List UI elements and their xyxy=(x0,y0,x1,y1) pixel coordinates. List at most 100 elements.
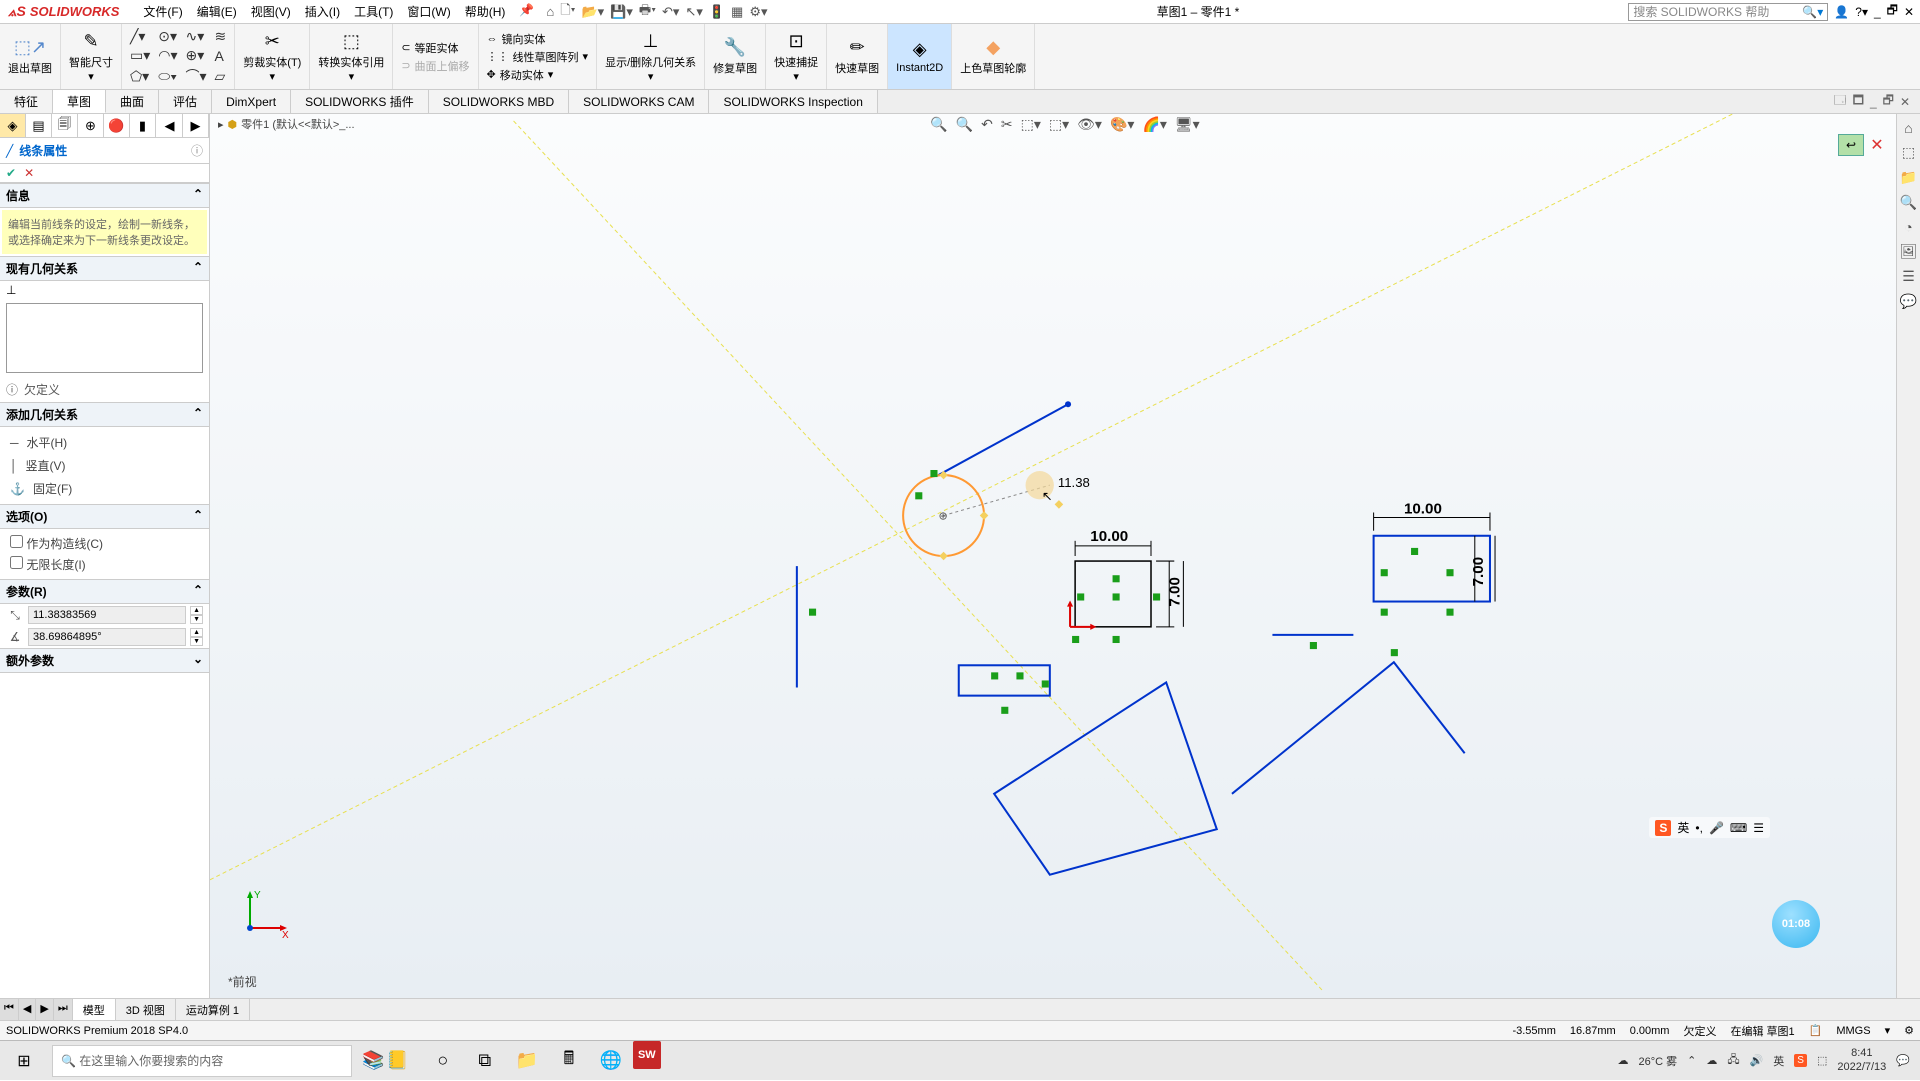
tray-volume-icon[interactable]: 🔊 xyxy=(1750,1054,1764,1067)
menu-window[interactable]: 窗口(W) xyxy=(401,1,456,22)
relations-list[interactable] xyxy=(6,303,203,373)
spin-down-icon[interactable]: ▼ xyxy=(190,637,203,646)
tab-cam[interactable]: SOLIDWORKS CAM xyxy=(569,90,709,113)
panel-tab-config-icon[interactable]: 🗐 xyxy=(52,114,78,137)
display-style-icon[interactable]: ⬚▾ xyxy=(1049,116,1069,133)
status-dropdown-icon[interactable]: ▾ xyxy=(1885,1024,1891,1037)
move-button[interactable]: ✥移动实体▾ xyxy=(487,67,589,83)
pattern-button[interactable]: ⋮⋮线性草图阵列▾ xyxy=(487,49,589,65)
offset-button[interactable]: ⊂等距实体 xyxy=(401,40,469,56)
taskbar-edge-icon[interactable]: 🌐 xyxy=(591,1041,631,1081)
taskbar-taskview-icon[interactable]: ⧉ xyxy=(465,1041,505,1081)
menu-view[interactable]: 视图(V) xyxy=(245,1,297,22)
save-icon[interactable]: 💾▾ xyxy=(610,4,633,20)
tab-doc-icon[interactable]: 🗔 xyxy=(1834,91,1847,112)
close-icon[interactable]: ✕ xyxy=(1904,5,1914,19)
taskbar-search[interactable]: 🔍 在这里输入你要搜索的内容 xyxy=(52,1045,352,1077)
instant2d-button[interactable]: ◈ Instant2D xyxy=(888,24,952,89)
circle-tool-icon[interactable]: ⊙▾ xyxy=(158,28,177,45)
tray-sogou-icon[interactable]: S xyxy=(1794,1054,1807,1067)
tab-close-icon[interactable]: ✕ xyxy=(1900,95,1910,109)
undo-icon[interactable]: ↶▾ xyxy=(662,4,679,20)
quick-snap-button[interactable]: ⊡ 快速捕捉▾ xyxy=(766,24,827,89)
settings-icon[interactable]: ⚙▾ xyxy=(749,4,767,20)
cancel-icon[interactable]: ✕ xyxy=(24,166,34,180)
tab-min-icon[interactable]: _ xyxy=(1870,95,1877,109)
tab-mbd[interactable]: SOLIDWORKS MBD xyxy=(429,90,569,113)
taskbar-books-icon[interactable]: 📚 xyxy=(362,1050,384,1071)
add-relations-header[interactable]: 添加几何关系⌃ xyxy=(0,402,209,427)
tray-ime1-icon[interactable]: 英 xyxy=(1773,1053,1784,1069)
tab-max-icon[interactable]: 🗖 xyxy=(1853,91,1864,112)
show-relations-button[interactable]: ⊥ 显示/删除几何关系▾ xyxy=(597,24,705,89)
taskbar-notes-icon[interactable]: 📒 xyxy=(386,1050,408,1071)
tray-app-icon[interactable]: ⬚ xyxy=(1817,1054,1827,1067)
zoom-area-icon[interactable]: 🔍 xyxy=(956,116,973,133)
exit-sketch-button[interactable]: ⬚↗ 退出草图 xyxy=(0,24,61,89)
ime-voice-icon[interactable]: 🎤 xyxy=(1709,821,1724,835)
taskbar-calculator-icon[interactable]: 🖩 xyxy=(549,1041,589,1081)
tab-dimxpert[interactable]: DimXpert xyxy=(212,90,291,113)
zoom-fit-icon[interactable]: 🔍 xyxy=(930,116,947,133)
panel-tab-extra-icon[interactable]: ▮ xyxy=(130,114,156,137)
tray-chevron-icon[interactable]: ⌃ xyxy=(1687,1054,1696,1067)
print-icon[interactable]: 🖶▾ xyxy=(639,1,656,23)
tab-surface[interactable]: 曲面 xyxy=(106,90,159,113)
nav-last-icon[interactable]: ⏭ xyxy=(54,999,73,1020)
taskpane-forum-icon[interactable]: 💬 xyxy=(1900,293,1917,310)
params-header[interactable]: 参数(R)⌃ xyxy=(0,579,209,604)
tab-restore-icon[interactable]: 🗗 xyxy=(1883,91,1894,112)
breadcrumb-expand-icon[interactable]: ▸ xyxy=(218,118,224,131)
arc-tool-icon[interactable]: ◠▾ xyxy=(158,47,177,64)
taskbar-explorer-icon[interactable]: 📁 xyxy=(507,1041,547,1081)
relation-vertical[interactable]: │竖直(V) xyxy=(0,454,209,477)
user-icon[interactable]: 👤 xyxy=(1834,5,1849,19)
taskpane-resources-icon[interactable]: ⬚ xyxy=(1902,144,1915,161)
start-button[interactable]: ⊞ xyxy=(0,1041,48,1081)
trim-tool-icon[interactable]: ≋ xyxy=(215,28,227,45)
tab-sketch[interactable]: 草图 xyxy=(53,90,106,113)
taskbar-solidworks-icon[interactable]: SW xyxy=(633,1041,661,1069)
notifications-icon[interactable]: 💬 xyxy=(1896,1054,1910,1067)
spin-up-icon[interactable]: ▲ xyxy=(190,606,203,615)
nav-first-icon[interactable]: ⏮ xyxy=(0,999,19,1020)
confirm-ok-icon[interactable]: ↩ xyxy=(1838,134,1864,156)
hide-show-icon[interactable]: 👁▾ xyxy=(1077,116,1102,133)
panel-tab-prev-icon[interactable]: ◀ xyxy=(157,114,183,137)
tab-inspection[interactable]: SOLIDWORKS Inspection xyxy=(709,90,877,113)
taskpane-library-icon[interactable]: 📁 xyxy=(1900,169,1917,186)
ime-keyboard-icon[interactable]: ⌨ xyxy=(1730,821,1747,835)
menu-help[interactable]: 帮助(H) xyxy=(459,1,512,22)
options-icon[interactable]: ▦ xyxy=(731,4,743,20)
param-length-input[interactable] xyxy=(28,606,186,624)
panel-tab-appearance-icon[interactable]: 🔴 xyxy=(104,114,130,137)
options-header[interactable]: 选项(O)⌃ xyxy=(0,504,209,529)
status-gear-icon[interactable]: ⚙ xyxy=(1904,1024,1914,1037)
confirm-cancel-icon[interactable]: ✕ xyxy=(1866,134,1888,156)
quick-sketch-button[interactable]: ✏ 快速草图 xyxy=(827,24,888,89)
weather-text[interactable]: 26°C 雾 xyxy=(1638,1053,1677,1069)
relation-horizontal[interactable]: ─水平(H) xyxy=(0,431,209,454)
tab-evaluate[interactable]: 评估 xyxy=(159,90,212,113)
taskbar-cortana-icon[interactable]: ○ xyxy=(423,1041,463,1081)
ime-logo-icon[interactable]: S xyxy=(1655,820,1671,836)
tab-addins[interactable]: SOLIDWORKS 插件 xyxy=(291,90,429,113)
line-tool-icon[interactable]: ╱▾ xyxy=(130,28,150,45)
fillet-tool-icon[interactable]: ⌒▾ xyxy=(186,66,207,86)
minimize-icon[interactable]: _ xyxy=(1874,5,1881,19)
status-flag-icon[interactable]: 📋 xyxy=(1809,1024,1823,1037)
view-orient-icon[interactable]: ⬚▾ xyxy=(1021,116,1041,133)
ime-punct-icon[interactable]: •, xyxy=(1695,821,1703,835)
bottom-tab-motion[interactable]: 运动算例 1 xyxy=(176,999,250,1020)
view-settings-icon[interactable]: 🖥▾ xyxy=(1175,116,1200,133)
open-icon[interactable]: 📂▾ xyxy=(581,4,604,20)
plane-tool-icon[interactable]: ▱ xyxy=(215,68,227,85)
convert-entities-button[interactable]: ⬚ 转换实体引用▾ xyxy=(310,24,393,89)
new-icon[interactable]: 🗋▾ xyxy=(560,1,575,23)
breadcrumb[interactable]: ▸ ⬢ 零件1 (默认<<默认>_... xyxy=(218,116,355,132)
panel-help-icon[interactable]: ⓘ xyxy=(191,142,203,159)
tab-features[interactable]: 特征 xyxy=(0,90,53,113)
tray-onedrive-icon[interactable]: ☁ xyxy=(1706,1054,1717,1067)
bottom-tab-3dview[interactable]: 3D 视图 xyxy=(116,999,176,1020)
ime-menu-icon[interactable]: ☰ xyxy=(1753,821,1764,835)
